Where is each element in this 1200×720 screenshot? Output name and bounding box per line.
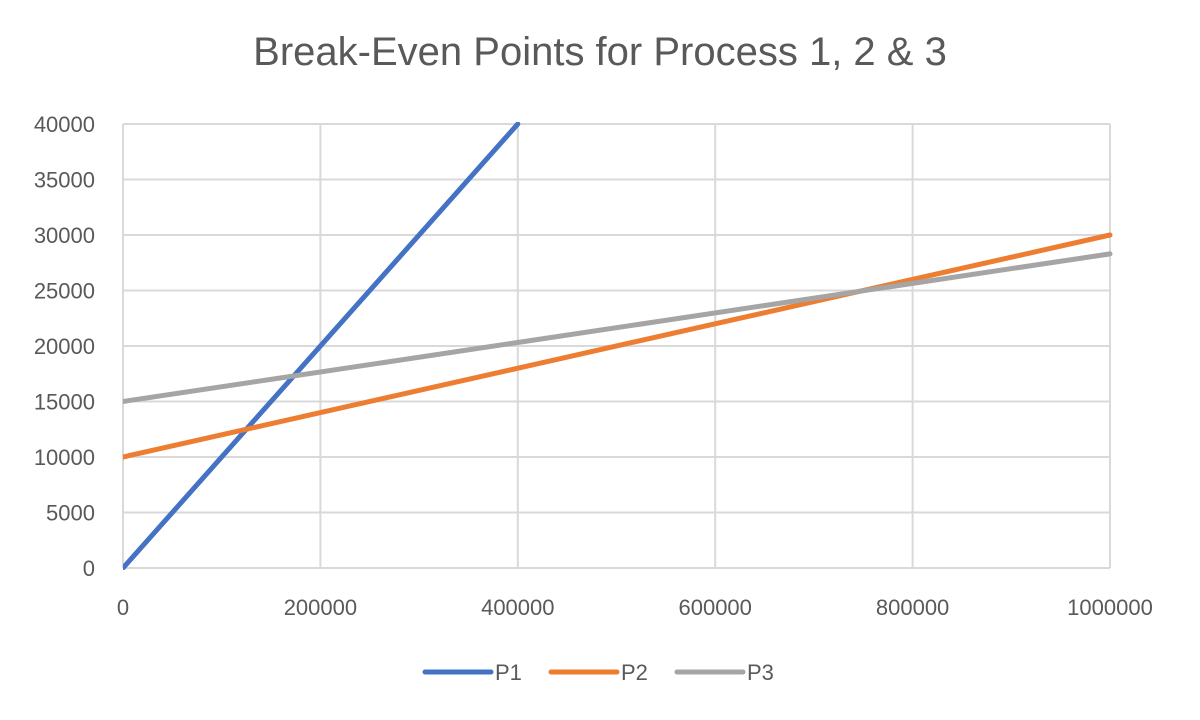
legend-label-p2: P2 (621, 660, 648, 685)
legend-label-p1: P1 (495, 660, 522, 685)
y-tick-label: 20000 (34, 334, 95, 359)
y-tick-label: 15000 (34, 390, 95, 415)
x-tick-label: 0 (117, 595, 129, 620)
y-tick-label: 0 (83, 556, 95, 581)
axis-tick-labels: 0 5000 10000 15000 20000 25000 30000 35000 40000… (34, 112, 1153, 620)
x-tick-label: 800000 (876, 595, 949, 620)
x-tick-label: 600000 (678, 595, 751, 620)
x-tick-label: 1000000 (1067, 595, 1153, 620)
series-line-p1 (123, 122, 521, 570)
series-line-p3 (123, 251, 1113, 404)
y-tick-label: 35000 (34, 168, 95, 193)
series-lines (123, 122, 1113, 570)
x-tick-label: 400000 (481, 595, 554, 620)
y-tick-label: 5000 (46, 501, 95, 526)
series-line-p2 (123, 232, 1113, 460)
chart-title: Break-Even Points for Process 1, 2 & 3 (253, 30, 947, 74)
y-tick-label: 30000 (34, 223, 95, 248)
legend-label-p3: P3 (747, 660, 774, 685)
y-tick-label: 40000 (34, 112, 95, 137)
legend: P1 P2 P3 (422, 660, 774, 685)
y-tick-label: 10000 (34, 445, 95, 470)
x-tick-label: 200000 (284, 595, 357, 620)
y-tick-label: 25000 (34, 279, 95, 304)
